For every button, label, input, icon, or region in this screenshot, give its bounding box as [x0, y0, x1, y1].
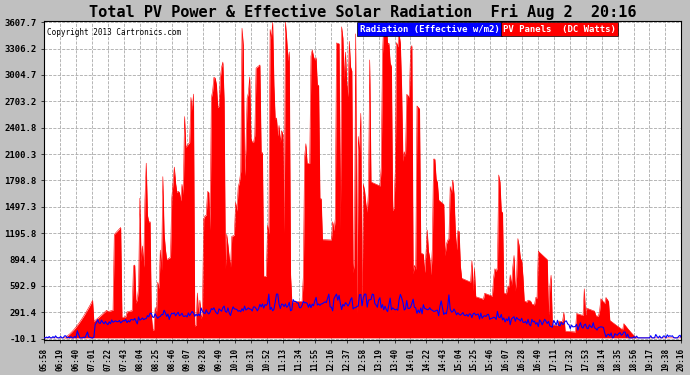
Text: Radiation (Effective w/m2): Radiation (Effective w/m2)	[359, 24, 500, 33]
Text: Copyright 2013 Cartronics.com: Copyright 2013 Cartronics.com	[47, 28, 181, 37]
Title: Total PV Power & Effective Solar Radiation  Fri Aug 2  20:16: Total PV Power & Effective Solar Radiati…	[89, 4, 636, 20]
Text: PV Panels  (DC Watts): PV Panels (DC Watts)	[503, 24, 615, 33]
